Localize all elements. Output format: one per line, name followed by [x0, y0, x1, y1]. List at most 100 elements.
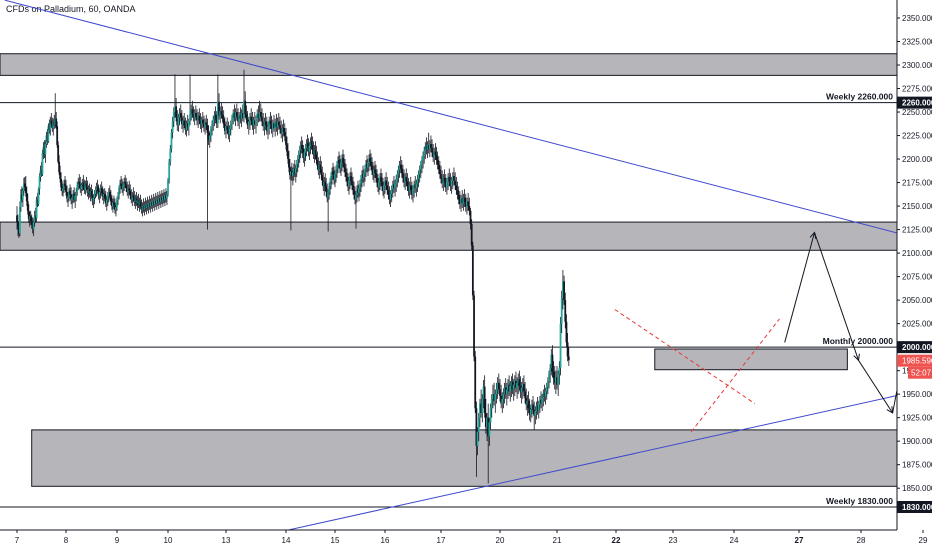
candle-body	[229, 124, 232, 129]
candle-body	[93, 193, 96, 198]
candle-body	[430, 144, 432, 148]
candle-body	[262, 121, 265, 127]
candle-body	[287, 151, 289, 160]
candle-body	[26, 201, 29, 211]
candle-body	[510, 381, 513, 386]
candle-body	[72, 193, 75, 198]
candle-body	[147, 203, 150, 208]
candle-body	[324, 181, 327, 187]
candle-body	[21, 194, 23, 200]
candle-body	[189, 113, 191, 122]
candle-body	[432, 152, 435, 158]
candle-body	[281, 128, 284, 134]
candle-body	[98, 191, 101, 196]
candle-body	[29, 216, 32, 222]
level-label-0: Weekly 2260.000	[826, 92, 893, 102]
candle-body	[542, 393, 545, 398]
price-tick-label: 2250.000	[902, 108, 932, 117]
candle-body	[449, 181, 452, 187]
candle-body	[347, 181, 349, 187]
candle-body	[142, 206, 145, 209]
candle-body	[352, 185, 354, 191]
candle-body	[354, 194, 356, 200]
candle-body	[524, 391, 526, 398]
candle-body	[207, 132, 210, 141]
candle-body	[358, 188, 360, 193]
candle-body	[437, 164, 440, 170]
candle-body	[476, 431, 479, 446]
candle-body	[345, 172, 347, 177]
candle-body	[290, 171, 292, 176]
candle-body	[360, 178, 362, 184]
candle-body	[309, 141, 312, 146]
candle-body	[84, 183, 87, 191]
candle-body	[319, 164, 322, 170]
candle-body	[461, 198, 464, 204]
candle-body	[519, 385, 522, 393]
candle-body	[428, 144, 431, 149]
candle-body	[548, 374, 550, 381]
candle-body	[513, 380, 516, 385]
candle-body	[204, 122, 207, 128]
candle-body	[447, 176, 449, 182]
candle-body	[95, 186, 98, 191]
candle-body	[112, 202, 114, 207]
candle-body	[69, 191, 71, 195]
candle-body	[378, 181, 380, 188]
candle-body	[103, 193, 106, 199]
candle-body	[270, 124, 273, 129]
level-tag-2: 1830.000	[902, 503, 932, 512]
candle-body	[20, 194, 22, 208]
candle-body	[373, 169, 375, 176]
candle-body	[264, 121, 267, 126]
candle-body	[237, 116, 239, 122]
candle-body	[199, 120, 202, 125]
candle-body	[318, 164, 321, 171]
candle-body	[17, 222, 19, 229]
candle-body	[342, 158, 344, 163]
candle-body	[307, 146, 310, 152]
candle-body	[210, 128, 212, 136]
candle-body	[529, 409, 532, 415]
candle-body	[85, 183, 88, 188]
candle-body	[339, 163, 341, 169]
candle-body	[164, 195, 166, 200]
projection-segment-1	[814, 232, 859, 360]
candle-body	[247, 121, 250, 126]
candle-body	[376, 177, 378, 183]
candle-body	[533, 410, 536, 416]
candle-body	[140, 206, 143, 210]
candle-body	[216, 101, 219, 124]
candle-body	[483, 386, 486, 413]
candle-body	[494, 394, 497, 401]
candle-body	[521, 383, 524, 388]
candle-body	[34, 215, 37, 219]
candle-body	[311, 144, 314, 150]
time-tick-label: 29	[919, 536, 928, 545]
candle-body	[256, 113, 259, 119]
candle-body	[331, 171, 333, 176]
candle-body	[280, 128, 283, 134]
candle-body	[553, 378, 556, 383]
candle-body	[157, 198, 160, 203]
candle-body	[165, 195, 167, 199]
candle-body	[75, 191, 78, 196]
candle-body	[426, 144, 429, 150]
candle-body	[333, 175, 335, 180]
candle-body	[536, 405, 539, 411]
candle-body	[336, 164, 338, 170]
candle-body	[448, 176, 451, 182]
candle-body	[550, 354, 553, 368]
candle-body	[148, 203, 151, 207]
candle-body	[552, 371, 555, 379]
candle-body	[158, 198, 161, 202]
candle-body	[479, 403, 481, 418]
candle-body	[492, 394, 494, 399]
candle-body	[176, 117, 179, 126]
candle-body	[567, 356, 570, 361]
candle-body	[78, 181, 81, 185]
candle-body	[44, 144, 47, 155]
candle-body	[37, 189, 40, 205]
candle-body	[440, 174, 442, 179]
candle-body	[80, 185, 83, 190]
